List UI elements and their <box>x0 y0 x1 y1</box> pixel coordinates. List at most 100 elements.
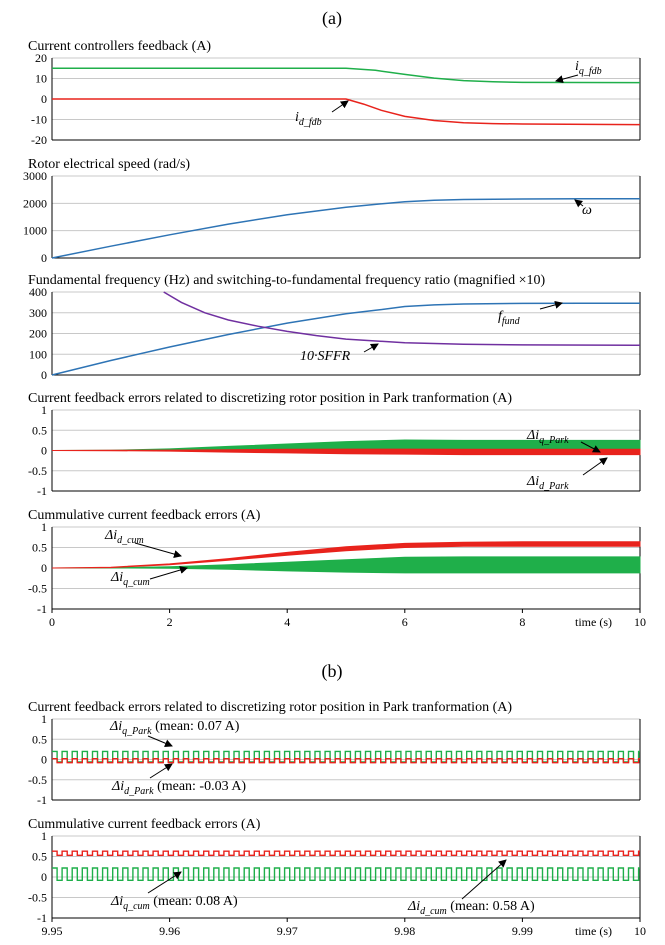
x-tick-label: 2 <box>167 615 173 629</box>
x-tick-label: 9.97 <box>277 924 298 938</box>
annotation-arrow <box>134 542 182 558</box>
panel-label-b: (b) <box>322 661 343 682</box>
y-tick-label: 0 <box>41 870 47 884</box>
y-tick-label: 0 <box>41 251 47 265</box>
x-tick-label: 9.96 <box>159 924 180 938</box>
y-tick-label: 0.5 <box>32 732 47 746</box>
annotation-label: Δid_cum <box>104 528 144 546</box>
series-line <box>52 850 640 856</box>
y-tick-label: -0.5 <box>28 891 47 905</box>
annotation-label: Δiq_Park (mean: 0.07 A) <box>109 719 240 737</box>
chart-title: Current feedback errors related to discr… <box>28 700 512 715</box>
y-tick-label: -0.5 <box>28 582 47 596</box>
annotation-arrow <box>149 566 188 580</box>
chart-b2: Cummulative current feedback errors (A)1… <box>28 817 646 938</box>
annotation-label: Δiq_Park <box>526 428 569 446</box>
series-line <box>52 867 640 881</box>
y-tick-label: 1 <box>41 520 47 534</box>
y-tick-label: -0.5 <box>28 464 47 478</box>
annotation-arrow <box>147 871 182 894</box>
y-tick-label: -20 <box>31 133 47 147</box>
annotation-label: Δid_Park (mean: -0.03 A) <box>111 779 246 797</box>
annotation-label: Δid_Park <box>526 474 569 492</box>
series-line <box>52 98 641 126</box>
annotation-label: id_fdb <box>295 110 322 128</box>
x-tick-label: 0 <box>49 615 55 629</box>
x-tick-label: 4 <box>284 615 290 629</box>
annotation-label: Δiq_cum (mean: 0.08 A) <box>110 894 238 912</box>
annotation-arrow <box>555 74 579 84</box>
x-tick-label: 9.95 <box>42 924 63 938</box>
y-tick-label: 3000 <box>23 169 47 183</box>
charts-container: Current controllers feedback (A)20100-10… <box>23 39 646 938</box>
y-tick-label: 400 <box>29 285 47 299</box>
chart-title: Current feedback errors related to discr… <box>28 391 512 406</box>
y-tick-label: 2000 <box>23 196 47 210</box>
annotation-arrow <box>149 763 173 779</box>
annotation-label: Δid_cum (mean: 0.58 A) <box>407 899 535 917</box>
annotation-arrow <box>539 300 563 310</box>
chart-a1: Current controllers feedback (A)20 10 0 -10… <box>28 39 641 147</box>
y-tick-label: -0.5 <box>28 773 47 787</box>
y-tick-label: 0 <box>41 92 47 106</box>
y-tick-label: 0.5 <box>32 423 47 437</box>
y-tick-label: -1 <box>37 793 47 807</box>
x-tick-label: 8 <box>519 615 525 629</box>
series-line <box>52 750 640 763</box>
y-tick-label: 20 <box>35 51 47 65</box>
y-tick-label: -1 <box>37 911 47 925</box>
chart-a4: Current feedback errors related to discr… <box>28 391 641 498</box>
chart-a2: Rotor electrical speed (rad/s)3000 2000 10… <box>23 157 641 265</box>
x-tick-label: 10 <box>634 924 646 938</box>
series-line <box>52 67 641 84</box>
chart-a5: Cummulative current feedback errors (A)1… <box>28 508 646 629</box>
series-line <box>51 302 640 376</box>
annotation-arrow <box>574 199 584 208</box>
x-axis-label: time (s) <box>575 615 612 629</box>
chart-a3: Fundamental frequency (Hz) and switching… <box>28 273 641 382</box>
chart-title: Current controllers feedback (A) <box>28 39 211 54</box>
x-tick-label: 9.98 <box>394 924 415 938</box>
y-tick-label: 200 <box>29 327 47 341</box>
panel-label-a: (a) <box>322 8 342 29</box>
y-tick-label: -10 <box>31 113 47 127</box>
y-tick-label: 0 <box>41 753 47 767</box>
x-tick-label: 10 <box>634 615 646 629</box>
chart-title: Rotor electrical speed (rad/s) <box>28 157 190 172</box>
series-line <box>52 758 640 764</box>
series-band <box>51 541 641 569</box>
series-band <box>51 448 641 456</box>
chart-title: Fundamental frequency (Hz) and switching… <box>28 273 545 288</box>
x-tick-label: 6 <box>402 615 408 629</box>
annotation-arrow <box>363 343 379 353</box>
y-tick-label: -1 <box>37 602 47 616</box>
y-tick-label: 0.5 <box>32 850 47 864</box>
annotation-label: Δiq_cum <box>110 570 150 588</box>
y-tick-label: 0 <box>41 561 47 575</box>
x-tick-label: 9.99 <box>512 924 533 938</box>
annotation-arrow <box>461 859 507 900</box>
annotation-arrow <box>582 457 608 476</box>
x-axis-label: time (s) <box>575 924 612 938</box>
annotation-arrow <box>147 735 173 747</box>
annotation-label: iq_fdb <box>575 59 602 77</box>
annotation-arrow <box>580 441 601 453</box>
chart-title: Cummulative current feedback errors (A) <box>28 508 261 523</box>
y-tick-label: -1 <box>37 484 47 498</box>
y-tick-label: 1 <box>41 829 47 843</box>
chart-b1: Current feedback errors related to discr… <box>28 700 641 807</box>
y-tick-label: 1 <box>41 712 47 726</box>
series-line <box>163 291 641 347</box>
y-tick-label: 100 <box>29 347 47 361</box>
y-tick-label: 0 <box>41 368 47 382</box>
y-tick-label: 0.5 <box>32 541 47 555</box>
annotation-label: 10·SFFR <box>300 349 351 364</box>
y-tick-label: 1 <box>41 403 47 417</box>
y-tick-label: 1000 <box>23 224 47 238</box>
series-band <box>51 556 641 574</box>
y-tick-label: 300 <box>29 306 47 320</box>
series-line <box>51 197 640 259</box>
annotation-label: ffund <box>498 309 521 327</box>
annotation-label: ω <box>582 203 592 218</box>
